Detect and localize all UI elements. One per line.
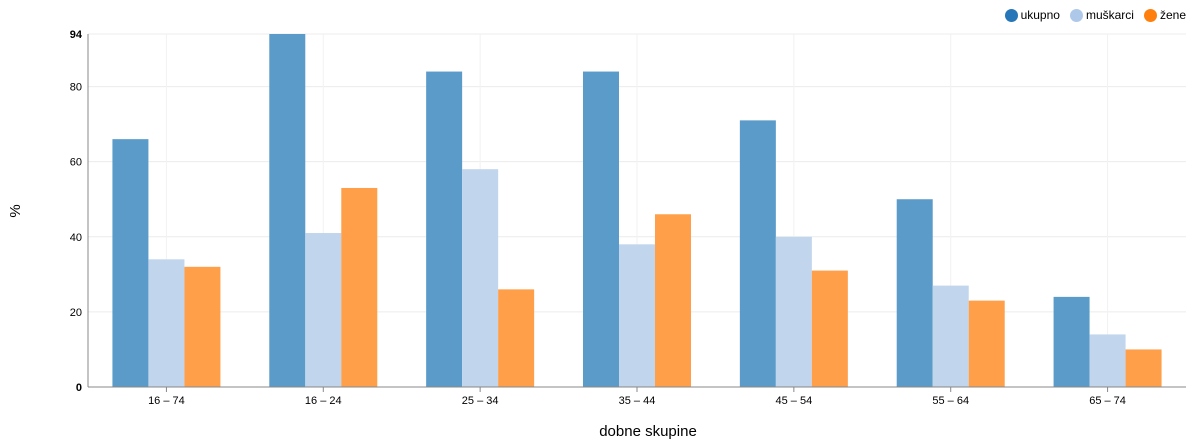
x-tick-label: 45 – 54 [776,395,813,407]
bar [426,71,463,387]
chart-legend: ukupno muškarci žene [1004,8,1186,22]
bar [341,187,378,387]
x-tick-label: 16 – 24 [305,395,342,407]
x-tick-label: 65 – 74 [1089,395,1126,407]
legend-swatch-ukupno [1004,8,1018,22]
bar [498,289,535,387]
bar [1125,349,1162,387]
legend-swatch-zene [1143,8,1157,22]
legend-label-ukupno: ukupno [1020,8,1060,22]
bar [1089,334,1126,387]
x-tick-label: 25 – 34 [462,395,499,407]
bar [583,71,619,387]
bar [739,120,776,387]
y-tick-label: 40 [70,232,82,244]
x-axis-title: dobne skupine [599,423,697,440]
bar [112,139,149,387]
bar [655,214,691,387]
x-tick-label: 55 – 64 [932,395,969,407]
bars-group [112,34,1162,387]
legend-item-muskarci[interactable]: muškarci [1069,8,1134,22]
bar [932,285,969,387]
legend-item-ukupno[interactable]: ukupno [1004,8,1060,22]
legend-swatch-muskarci [1069,8,1083,22]
x-tick-label: 16 – 74 [148,395,185,407]
y-tick-label: 60 [70,157,82,169]
bar [968,300,1005,387]
bar [619,244,655,387]
bar [462,169,499,387]
bar [811,270,848,387]
y-tick-label: 0 [76,382,82,394]
y-tick-label: 94 [70,29,83,41]
legend-label-muskarci: muškarci [1085,8,1134,22]
bar [184,266,221,387]
y-axis-title: % [7,204,24,217]
bar [148,259,185,387]
y-tick-label: 80 [70,82,82,94]
bar [896,199,933,387]
bar [775,236,812,387]
legend-label-zene: žene [1159,8,1186,22]
bar [1053,296,1090,387]
y-tick-label: 20 [70,307,82,319]
legend-item-zene[interactable]: žene [1143,8,1186,22]
axes-group: 0 20 40 60 80 94 16 – 74 16 – 24 25 – 34 35 – 44 4… [70,29,1186,407]
bar [305,233,342,387]
x-tick-label: 35 – 44 [619,395,656,407]
bar [269,34,306,387]
